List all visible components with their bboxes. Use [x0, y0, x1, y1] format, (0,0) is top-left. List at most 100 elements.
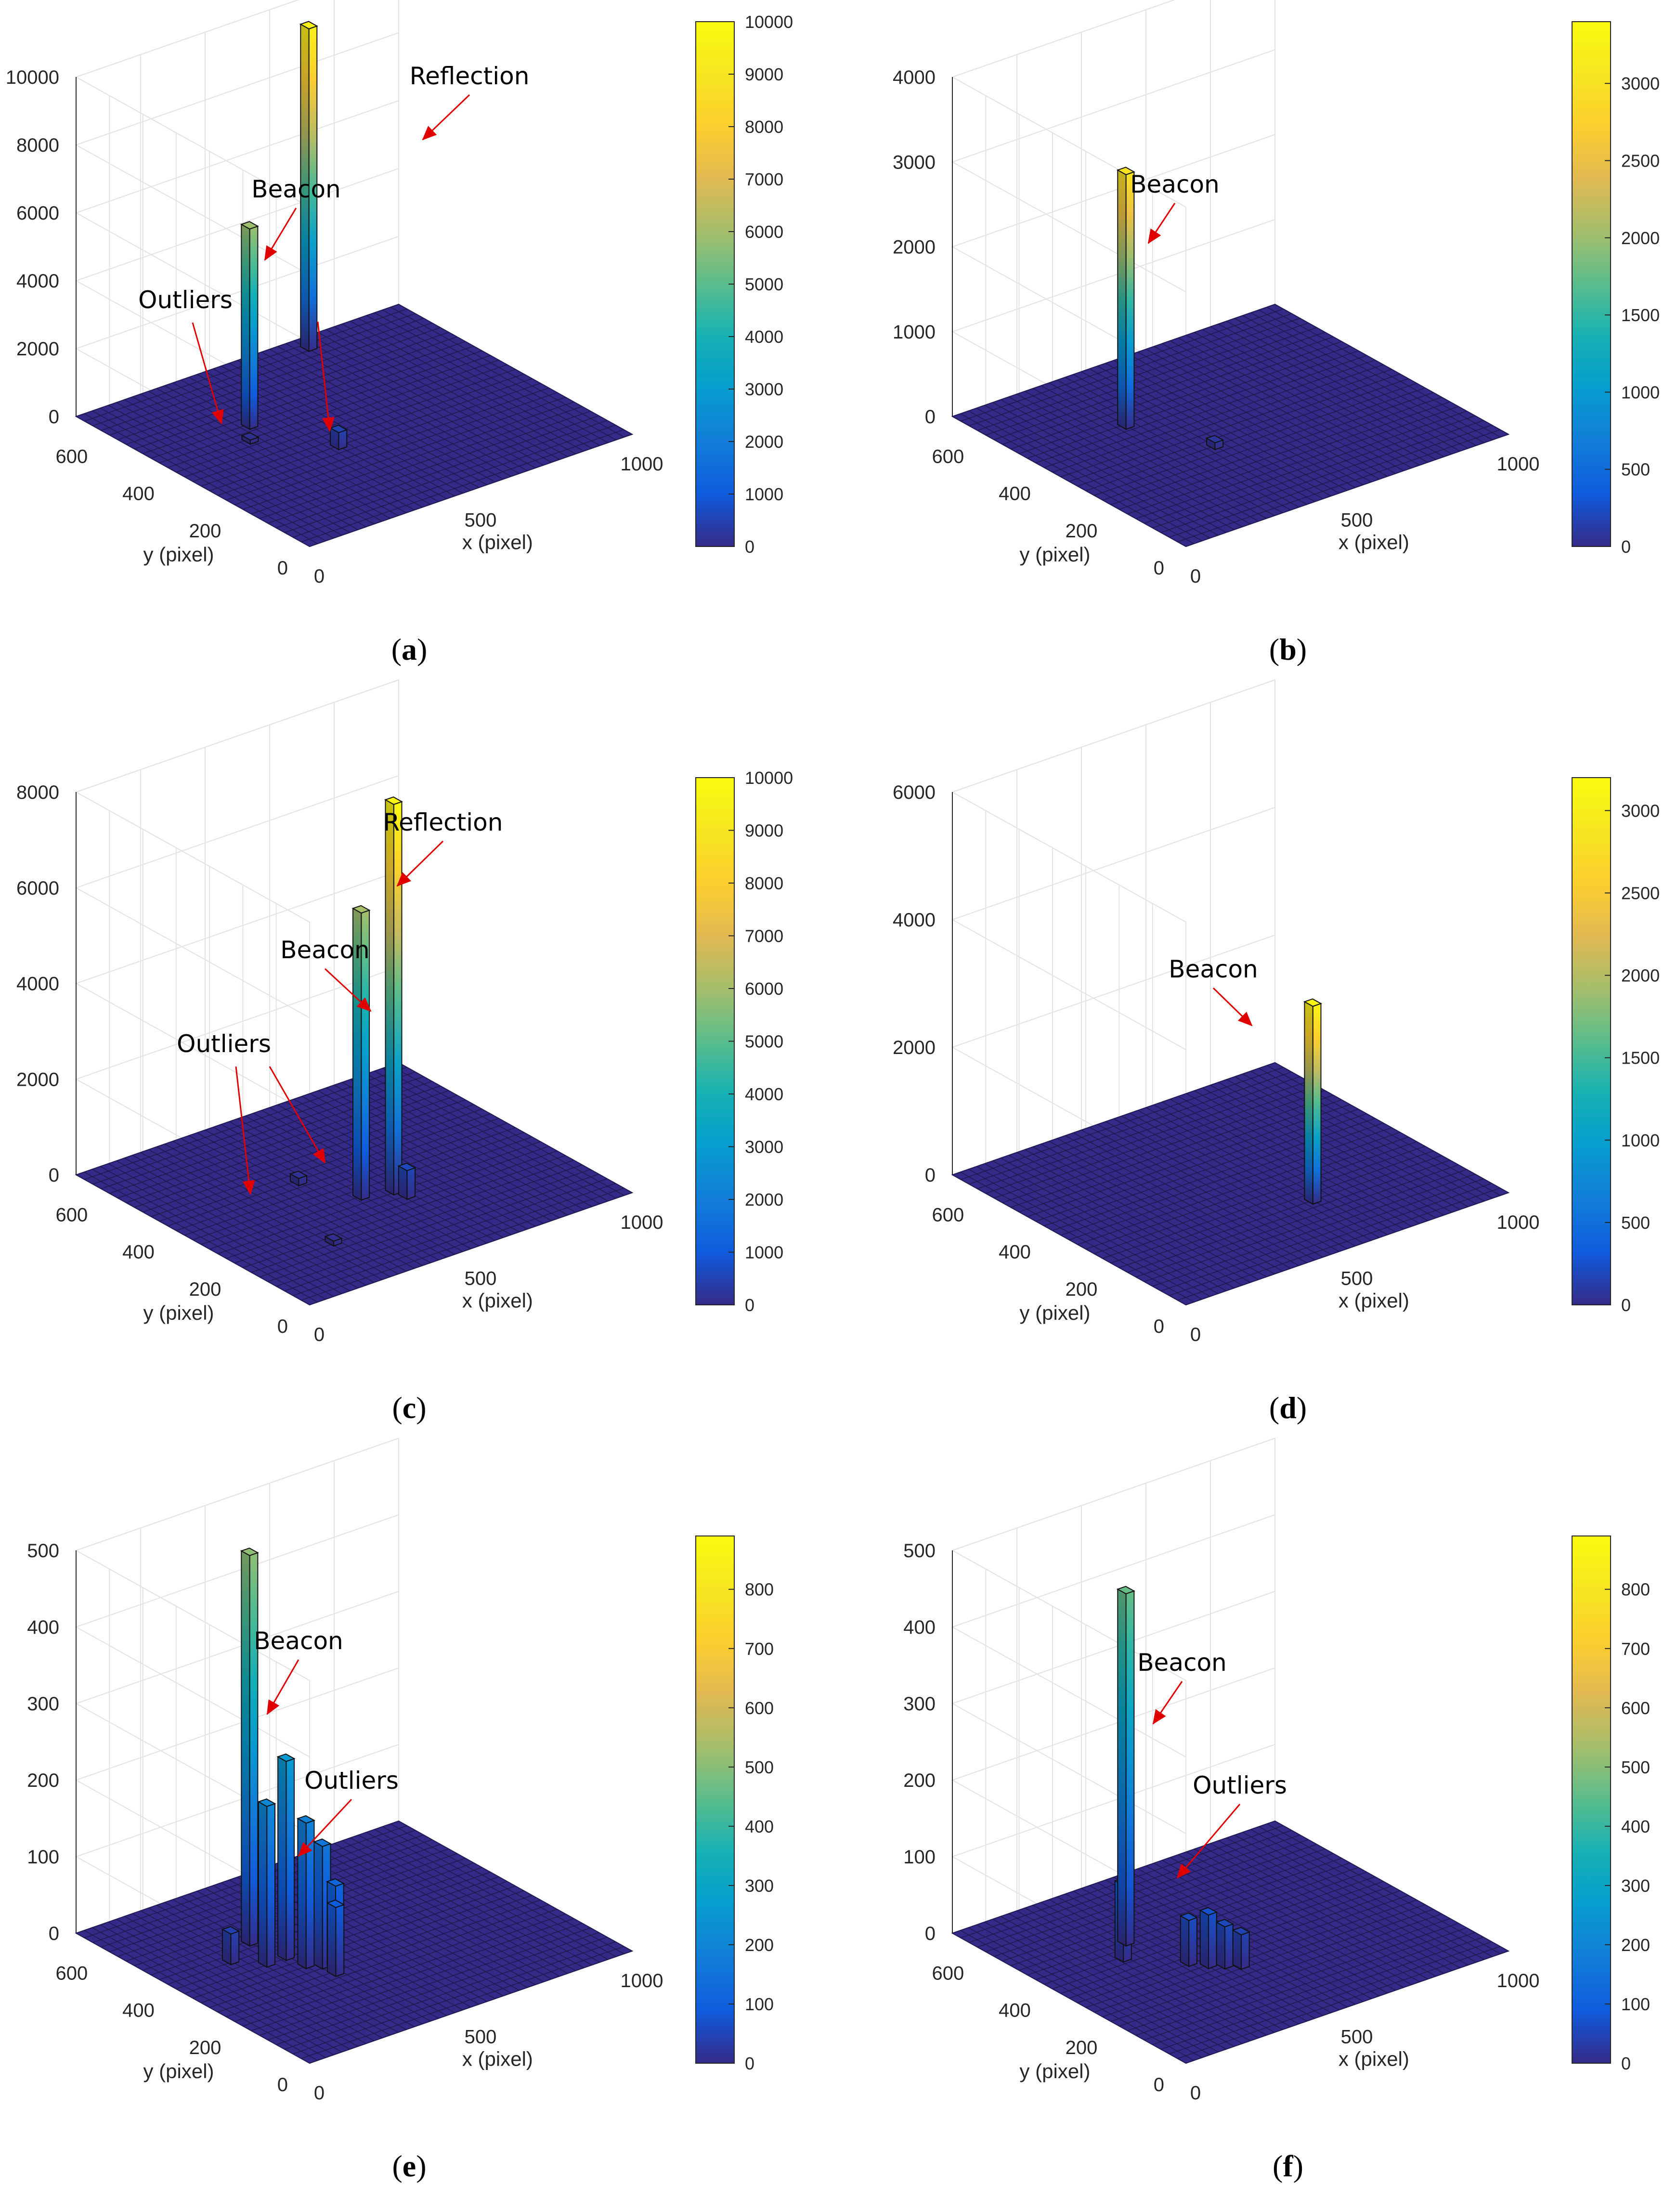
bar-top-face	[221, 1926, 240, 1935]
panel-caption: (b)	[1269, 632, 1307, 666]
z-tick-label: 0	[925, 406, 936, 428]
floor-gridline	[176, 359, 499, 473]
y-tick-label: 200	[189, 1279, 221, 1300]
floor-surface	[951, 303, 1510, 547]
floor-gridline	[109, 322, 432, 436]
annotation-arrow	[266, 1659, 299, 1715]
bar	[324, 1233, 343, 1247]
annotation-arrow	[1176, 1804, 1241, 1879]
floor-gridline	[1152, 415, 1475, 529]
floor-gridline	[1135, 406, 1459, 519]
colorbar-tick-label: 0	[745, 537, 754, 557]
floor-gridline	[276, 1173, 599, 1287]
annotations: Beacon	[1130, 170, 1220, 244]
floor-gridline	[234, 392, 558, 505]
floor-gridline	[301, 1187, 624, 1301]
floor-gridline	[226, 1904, 549, 2017]
bar-front-face	[266, 1803, 275, 1968]
colorbar-tick-label: 2000	[1621, 966, 1660, 986]
floor-gridline	[226, 387, 549, 501]
annotation-label: Beacon	[280, 936, 369, 964]
bar-side-face	[1304, 1001, 1313, 1205]
floor-gridline	[1060, 364, 1384, 478]
floor-gridline	[243, 397, 566, 510]
floor-gridline	[1102, 1904, 1426, 2017]
floor-gridline	[986, 1080, 1309, 1194]
bar-front-face	[1208, 1911, 1217, 1969]
y-tick-label: 400	[999, 2000, 1031, 2021]
bar	[1232, 1926, 1251, 1970]
floor-gridline	[1110, 1150, 1434, 1263]
x-tick-label: 0	[1190, 1324, 1201, 1345]
floor-gridline	[1002, 1090, 1326, 1203]
bar	[241, 432, 260, 445]
colorbar-tick-label: 500	[1621, 1757, 1650, 1777]
x-axis-label: x (pixel)	[1339, 531, 1409, 554]
colorbar-tick-label: 100	[1621, 1994, 1650, 2014]
annotation-arrow	[192, 322, 224, 425]
annotation-label: Reflection	[383, 808, 503, 836]
y-tick-label: 600	[56, 1963, 88, 1984]
x-tick-label: 500	[1341, 2027, 1373, 2048]
z-tick-label: 6000	[893, 782, 936, 803]
y-axis-label: y (pixel)	[1019, 1301, 1090, 1324]
bar	[1215, 1919, 1235, 1970]
x-tick-label: 0	[314, 2082, 325, 2104]
colorbar-tick-label: 9000	[745, 65, 783, 84]
floor-gridline	[1119, 1155, 1442, 1268]
y-tick-label: 0	[277, 2074, 288, 2095]
floor-gridline	[986, 1839, 1309, 1952]
y-axis-label: y (pixel)	[143, 543, 214, 566]
floor-gridline	[143, 341, 466, 454]
x-tick-label: 1000	[621, 454, 663, 475]
bar-top-face	[1199, 1907, 1218, 1916]
x-tick-label: 1000	[1497, 454, 1540, 475]
z-tick-label: 1000	[893, 322, 936, 343]
z-tick-label: 2000	[893, 1037, 936, 1058]
annotation-label: Outliers	[1193, 1771, 1287, 1799]
y-tick-label: 600	[932, 446, 964, 468]
y-tick-label: 200	[189, 520, 221, 542]
floor-gridline	[1044, 355, 1367, 468]
colorbar-tick-label: 0	[1621, 1295, 1631, 1315]
bar-top-face	[1215, 1919, 1235, 1927]
bars	[289, 796, 416, 1247]
bar-side-face	[1216, 1921, 1225, 1970]
z-tick-label: 0	[49, 1923, 59, 1944]
panel-caption: (c)	[392, 1391, 426, 1425]
bar-side-face	[385, 799, 394, 1196]
floor-gridline	[1035, 350, 1359, 464]
colorbar: 0 500 1000 1500 2000 2500 3000	[1572, 777, 1660, 1315]
floor-gridline	[1085, 378, 1409, 492]
y-tick-label: 400	[999, 1242, 1031, 1263]
floor-gridline	[969, 1071, 1292, 1185]
y-tick-label: 0	[1154, 1316, 1164, 1337]
floor-gridline	[276, 1932, 599, 2045]
floor-gridline	[259, 1164, 583, 1277]
x-tick-label: 0	[314, 566, 325, 587]
bar-top-face	[1116, 1586, 1135, 1595]
floor-gridline	[184, 364, 507, 478]
annotations: Beacon Outliers	[1137, 1649, 1287, 1879]
floor-gridline	[1119, 397, 1442, 510]
annotation-label: Beacon	[251, 175, 340, 203]
bar-side-face	[1180, 1915, 1190, 1967]
floor-gridline	[159, 350, 482, 464]
floor-gridline	[1152, 1932, 1475, 2045]
y-tick-label: 0	[1154, 2074, 1164, 2095]
x-tick-label: 0	[1190, 2082, 1201, 2104]
annotations: Beacon	[1169, 955, 1258, 1027]
colorbar-tick-label: 3000	[745, 379, 783, 399]
x-axis-label: x (pixel)	[462, 2048, 533, 2070]
colorbar-tick-label: 0	[1621, 2054, 1631, 2073]
floor-gridline	[977, 1076, 1300, 1189]
x-tick-label: 1000	[1497, 1970, 1540, 1991]
floor-gridline	[218, 1900, 541, 2013]
floor-gridline	[101, 1076, 424, 1189]
floor-gridline	[284, 1178, 608, 1291]
bar-side-face	[1117, 169, 1127, 430]
floor-gridline	[151, 1104, 474, 1217]
bar-top-face	[276, 1753, 296, 1762]
x-tick-label: 500	[1341, 510, 1373, 531]
z-tick-label: 8000	[16, 135, 59, 156]
